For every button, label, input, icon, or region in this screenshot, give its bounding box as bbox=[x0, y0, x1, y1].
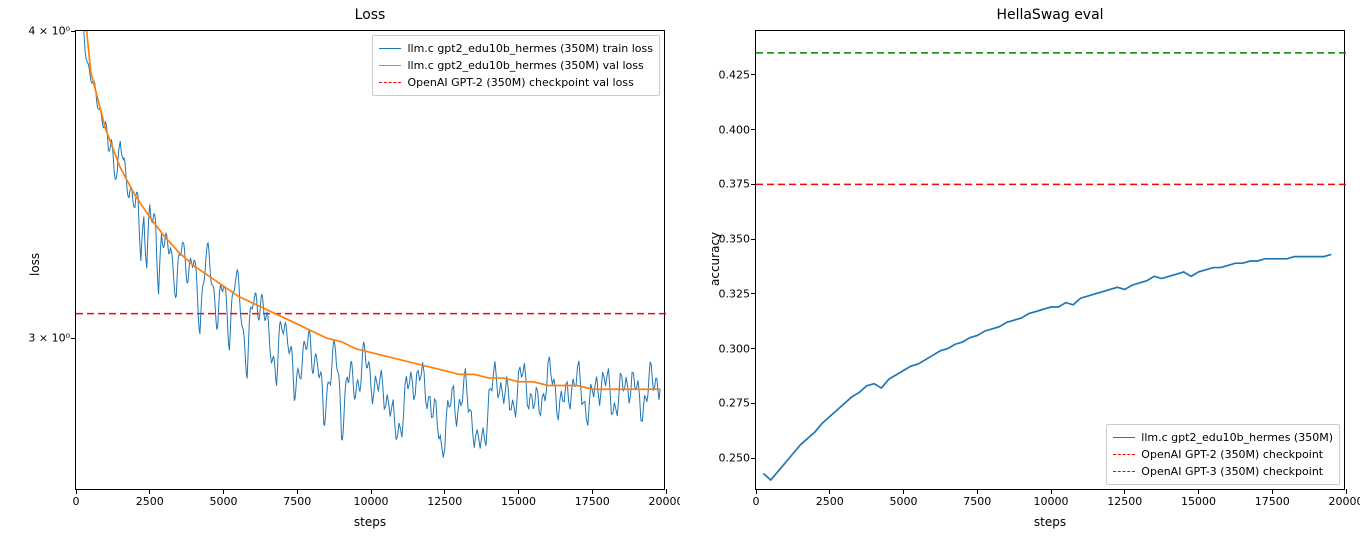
ytick-label: 4 × 10⁰ bbox=[28, 25, 70, 38]
ytick-label: 0.300 bbox=[719, 342, 751, 355]
figure: Loss steps loss llm.c gpt2_edu10b_hermes… bbox=[0, 0, 1360, 547]
hellaswag-xlabel: steps bbox=[756, 515, 1344, 529]
hellaswag-svg bbox=[756, 31, 1346, 491]
legend-label: llm.c gpt2_edu10b_hermes (350M) val loss bbox=[407, 59, 643, 72]
legend-row: llm.c gpt2_edu10b_hermes (350M) bbox=[1113, 429, 1333, 446]
loss-xlabel: steps bbox=[76, 515, 664, 529]
xtick-label: 0 bbox=[73, 495, 80, 508]
ytick-label: 3 × 10⁰ bbox=[28, 332, 70, 345]
xtick-label: 2500 bbox=[136, 495, 164, 508]
xtick-label: 0 bbox=[753, 495, 760, 508]
xtick-label: 12500 bbox=[1107, 495, 1142, 508]
legend-label: llm.c gpt2_edu10b_hermes (350M) train lo… bbox=[407, 42, 653, 55]
loss-legend: llm.c gpt2_edu10b_hermes (350M) train lo… bbox=[372, 35, 660, 96]
legend-row: OpenAI GPT-3 (350M) checkpoint bbox=[1113, 463, 1333, 480]
xtick-label: 15000 bbox=[501, 495, 536, 508]
legend-row: llm.c gpt2_edu10b_hermes (350M) val loss bbox=[379, 57, 653, 74]
hellaswag-subplot: HellaSwag eval steps accuracy llm.c gpt2… bbox=[680, 0, 1360, 547]
loss-ylabel: loss bbox=[28, 253, 42, 276]
loss-subplot: Loss steps loss llm.c gpt2_edu10b_hermes… bbox=[0, 0, 680, 547]
legend-label: llm.c gpt2_edu10b_hermes (350M) bbox=[1141, 431, 1333, 444]
xtick-label: 2500 bbox=[816, 495, 844, 508]
xtick-label: 20000 bbox=[649, 495, 684, 508]
hellaswag-plot-area: HellaSwag eval steps accuracy llm.c gpt2… bbox=[755, 30, 1345, 490]
xtick-label: 5000 bbox=[210, 495, 238, 508]
ytick-label: 0.250 bbox=[719, 452, 751, 465]
loss-plot-area: Loss steps loss llm.c gpt2_edu10b_hermes… bbox=[75, 30, 665, 490]
legend-row: OpenAI GPT-2 (350M) checkpoint val loss bbox=[379, 74, 653, 91]
ytick-label: 0.275 bbox=[719, 397, 751, 410]
legend-label: OpenAI GPT-3 (350M) checkpoint bbox=[1141, 465, 1323, 478]
ytick-label: 0.400 bbox=[719, 123, 751, 136]
legend-row: OpenAI GPT-2 (350M) checkpoint bbox=[1113, 446, 1333, 463]
loss-svg bbox=[76, 31, 666, 491]
xtick-label: 17500 bbox=[1255, 495, 1290, 508]
ytick-label: 0.375 bbox=[719, 178, 751, 191]
loss-title: Loss bbox=[76, 7, 664, 23]
xtick-label: 17500 bbox=[575, 495, 610, 508]
xtick-label: 12500 bbox=[427, 495, 462, 508]
xtick-label: 15000 bbox=[1181, 495, 1216, 508]
ytick-label: 0.425 bbox=[719, 68, 751, 81]
hellaswag-legend: llm.c gpt2_edu10b_hermes (350M) OpenAI GP… bbox=[1106, 424, 1340, 485]
ytick-label: 0.350 bbox=[719, 233, 751, 246]
legend-label: OpenAI GPT-2 (350M) checkpoint val loss bbox=[407, 76, 633, 89]
legend-row: llm.c gpt2_edu10b_hermes (350M) train lo… bbox=[379, 40, 653, 57]
xtick-label: 5000 bbox=[890, 495, 918, 508]
hellaswag-title: HellaSwag eval bbox=[756, 7, 1344, 23]
xtick-label: 10000 bbox=[1034, 495, 1069, 508]
xtick-label: 7500 bbox=[963, 495, 991, 508]
xtick-label: 7500 bbox=[283, 495, 311, 508]
xtick-label: 10000 bbox=[354, 495, 389, 508]
xtick-label: 20000 bbox=[1329, 495, 1360, 508]
legend-label: OpenAI GPT-2 (350M) checkpoint bbox=[1141, 448, 1323, 461]
ytick-label: 0.325 bbox=[719, 287, 751, 300]
